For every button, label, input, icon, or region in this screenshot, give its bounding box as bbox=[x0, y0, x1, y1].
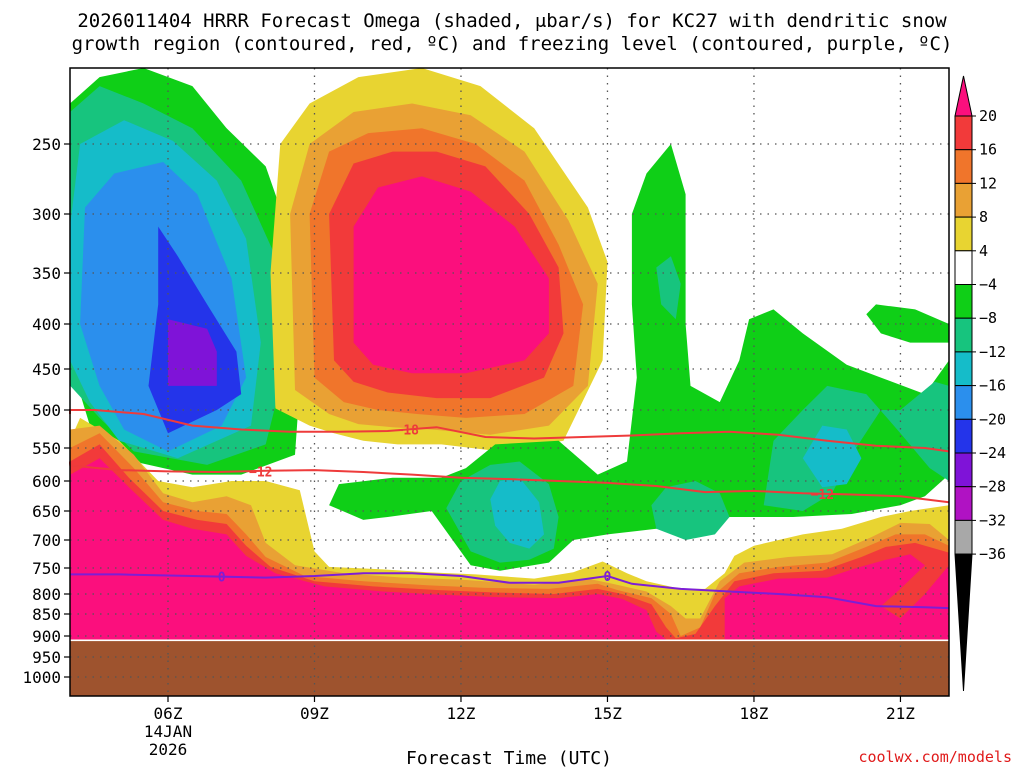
dgz-contour-minus18 bbox=[69, 409, 950, 453]
dgz-contour-minus12 bbox=[69, 461, 950, 504]
freezing-level-contour bbox=[70, 572, 950, 610]
plot-area: −18 −12 −12 0 0 bbox=[69, 67, 950, 697]
colorbar-label-10: −24 bbox=[979, 444, 1006, 462]
y-tick-label-250: 250 bbox=[32, 135, 61, 154]
freezing-contour-label-0: 0 bbox=[218, 571, 226, 586]
x-tick-label-06Z: 06Z bbox=[154, 704, 183, 723]
y-tick-label-700: 700 bbox=[32, 531, 61, 550]
colorbar-label-3: 8 bbox=[979, 208, 988, 226]
y-tick-label-850: 850 bbox=[32, 605, 61, 624]
colorbar-label-7: −12 bbox=[979, 343, 1006, 361]
y-tick-label-500: 500 bbox=[32, 401, 61, 420]
chart-title-line-2: growth region (contoured, red, ºC) and f… bbox=[72, 33, 953, 55]
y-tick-label-1000: 1000 bbox=[22, 668, 61, 687]
freezing-contour-label-1: 0 bbox=[604, 570, 612, 585]
colorbar-swatch-11 bbox=[954, 452, 973, 488]
colorbar-label-13: −36 bbox=[979, 545, 1006, 563]
x-tick-label-09Z: 09Z bbox=[300, 704, 329, 723]
colorbar-label-5: −4 bbox=[979, 276, 997, 294]
omega-region-20 bbox=[353, 176, 549, 374]
x-tick-label-18Z: 18Z bbox=[740, 704, 769, 723]
colorbar-top-arrow bbox=[954, 75, 973, 117]
colorbar-swatch-5 bbox=[954, 250, 973, 286]
colorbar-label-9: −20 bbox=[979, 410, 1006, 428]
colorbar-swatch-7 bbox=[954, 317, 973, 353]
chart-title-line-1: 2026011404 HRRR Forecast Omega (shaded, … bbox=[77, 10, 947, 32]
omega-region-20 bbox=[70, 458, 667, 640]
colorbar-swatch-3 bbox=[954, 182, 973, 218]
x-tick-label-12Z: 12Z bbox=[447, 704, 476, 723]
colorbar-label-1: 16 bbox=[979, 141, 997, 159]
plot-frame bbox=[69, 67, 950, 697]
omega-region-20 bbox=[724, 554, 949, 640]
x-axis-label: Forecast Time (UTC) bbox=[406, 748, 612, 768]
omega-region-neg8 bbox=[656, 256, 681, 320]
y-tick-label-650: 650 bbox=[32, 502, 61, 521]
y-tick-label-350: 350 bbox=[32, 264, 61, 283]
dgz-contour-label-1: −12 bbox=[249, 465, 272, 480]
omega-region-neg12 bbox=[490, 477, 544, 549]
omega-region-neg4 bbox=[866, 304, 949, 343]
colorbar-swatch-4 bbox=[954, 216, 973, 252]
x-tick-label-15Z: 15Z bbox=[593, 704, 622, 723]
colorbar-swatch-12 bbox=[954, 486, 973, 521]
x-tick-year: 2026 bbox=[149, 740, 188, 759]
colorbar-swatch-6 bbox=[954, 284, 973, 319]
dgz-contour-label-2: −12 bbox=[811, 488, 834, 503]
source-watermark: coolwx.com/models bbox=[858, 748, 1012, 766]
colorbar-swatch-13 bbox=[954, 519, 973, 555]
y-tick-label-950: 950 bbox=[32, 648, 61, 667]
colorbar-label-4: 4 bbox=[979, 242, 988, 260]
omega-region-neg28 bbox=[168, 319, 217, 386]
x-tick-date: 14JAN bbox=[144, 722, 192, 741]
colorbar-label-11: −28 bbox=[979, 478, 1006, 496]
omega-region-neg12 bbox=[802, 425, 862, 488]
y-tick-label-450: 450 bbox=[32, 360, 61, 379]
y-tick-label-800: 800 bbox=[32, 585, 61, 604]
contour-layer: −18 −12 −12 0 0 bbox=[69, 409, 950, 610]
colorbar-label-0: 20 bbox=[979, 107, 997, 125]
y-tick-label-600: 600 bbox=[32, 472, 61, 491]
x-tick-label-21Z: 21Z bbox=[886, 704, 915, 723]
colorbar-swatch-2 bbox=[954, 149, 973, 184]
ground-below-surface bbox=[70, 641, 949, 696]
colorbar-label-6: −8 bbox=[979, 309, 997, 327]
y-tick-label-750: 750 bbox=[32, 559, 61, 578]
colorbar-swatch-10 bbox=[954, 418, 973, 454]
colorbar-bottom-arrow bbox=[954, 553, 973, 692]
omega-region-neg8 bbox=[763, 381, 949, 511]
omega-region-neg8 bbox=[651, 481, 730, 540]
y-tick-label-400: 400 bbox=[32, 315, 61, 334]
dgz-contour-label-0: −18 bbox=[396, 423, 420, 438]
colorbar-swatch-9 bbox=[954, 385, 973, 420]
y-tick-label-900: 900 bbox=[32, 627, 61, 646]
colorbar-label-12: −32 bbox=[979, 511, 1006, 529]
y-tick-label-300: 300 bbox=[32, 205, 61, 224]
omega-shaded-layer bbox=[70, 68, 950, 640]
colorbar-legend: 20 16 12 8 4 −4 −8 −12 −16 −20 −24 −28 −32 −36 bbox=[954, 75, 1006, 692]
colorbar-label-8: −16 bbox=[979, 377, 1006, 395]
y-tick-label-550: 550 bbox=[32, 439, 61, 458]
colorbar-label-2: 12 bbox=[979, 174, 997, 192]
colorbar-swatch-8 bbox=[954, 351, 973, 387]
colorbar-swatch-1 bbox=[954, 115, 973, 151]
